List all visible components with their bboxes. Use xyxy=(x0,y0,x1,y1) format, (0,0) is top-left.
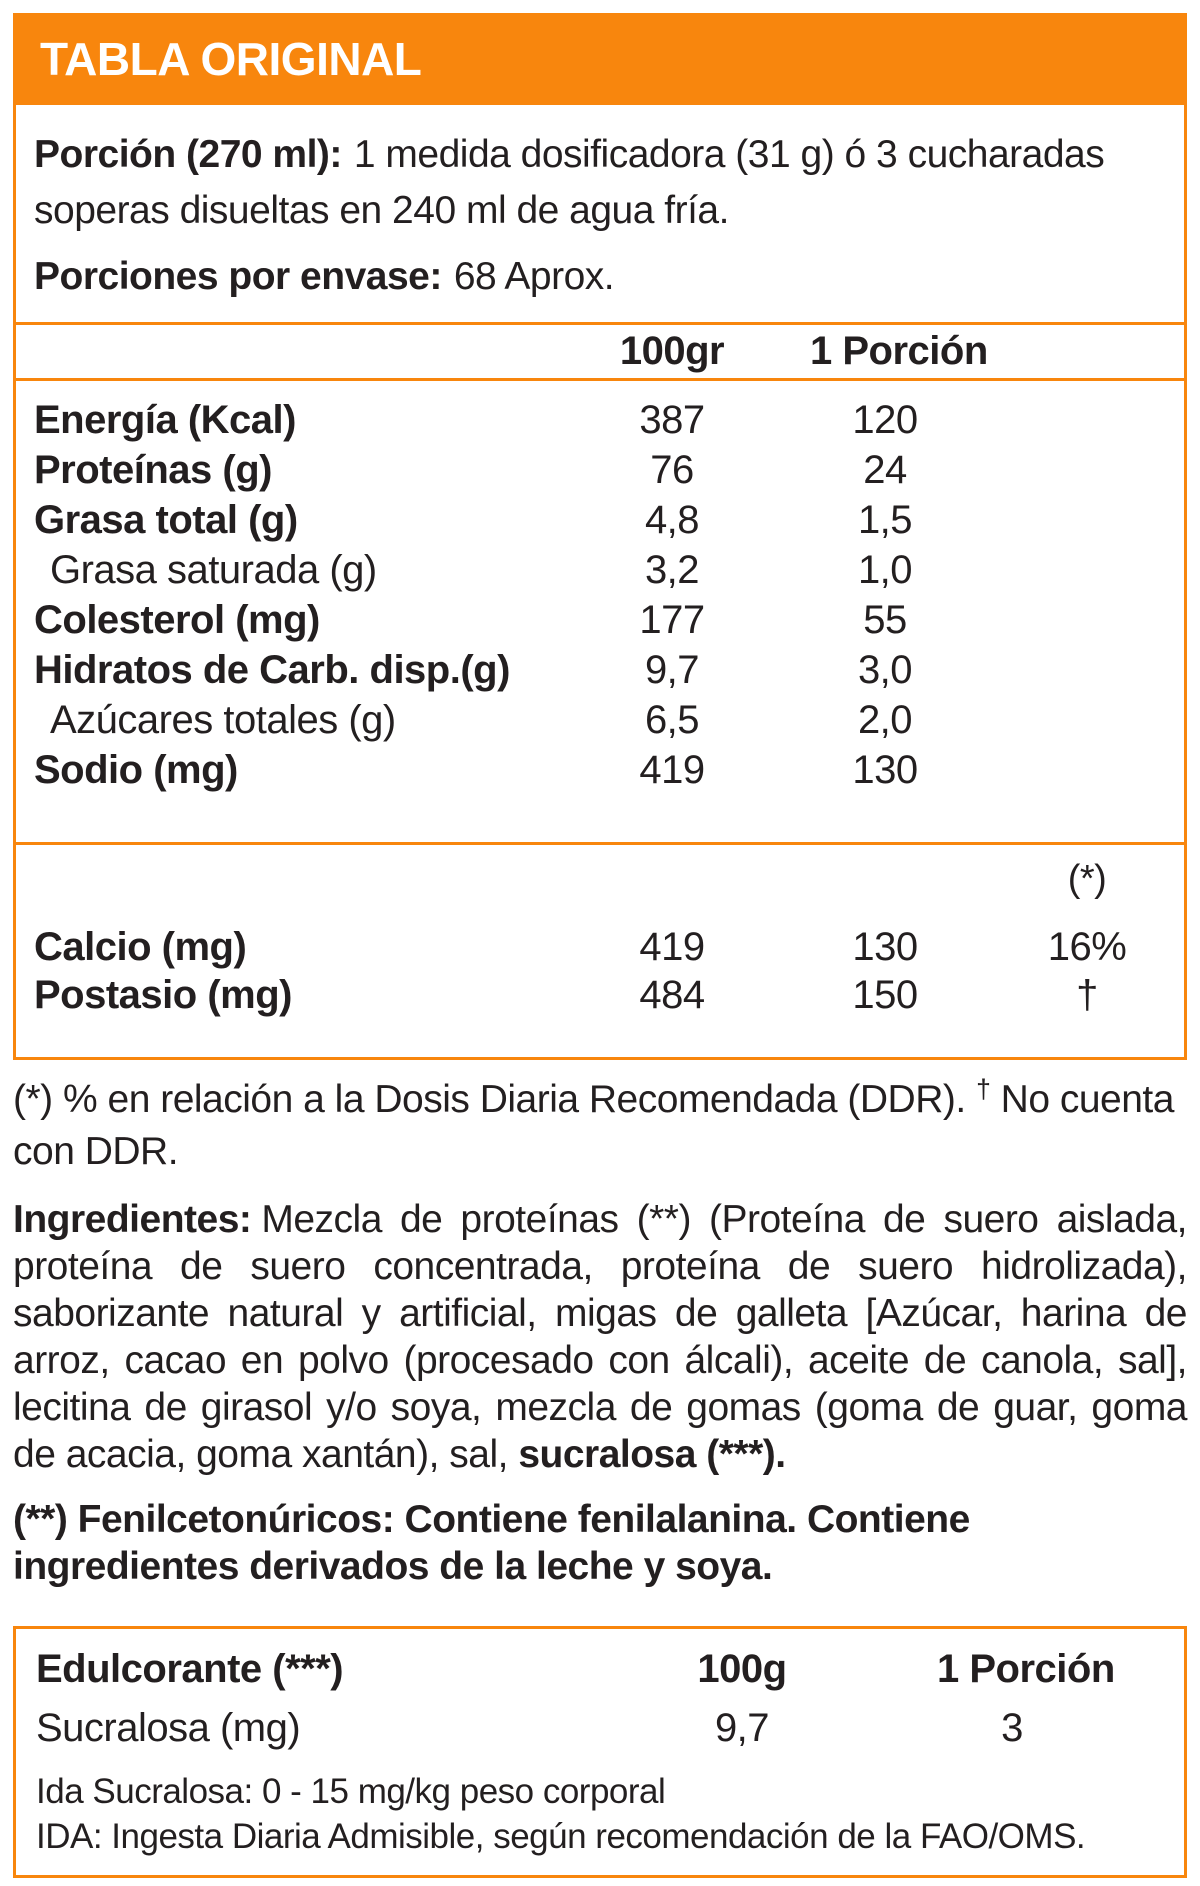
sweetener-col-100g: 100g xyxy=(697,1646,787,1691)
nutrition-box: Porción (270 ml): 1 medida dosificadora (… xyxy=(13,105,1187,1060)
minerals-section: (*) Calcio (mg) 419 130 16% Postasio (mg… xyxy=(16,842,1184,1057)
nutrient-row: Grasa saturada (g) 3,2 1,0 xyxy=(16,545,1184,595)
col-header-100g: 100gr xyxy=(619,329,725,373)
value-ddr: † xyxy=(1076,972,1098,1017)
servings-label: Porciones por envase: xyxy=(34,255,442,298)
phenylketonurics-note: (**) Fenilcetonúricos: Contiene fenilala… xyxy=(13,1498,970,1588)
nutrient-label: Energía (Kcal) xyxy=(34,397,296,442)
value-100g: 177 xyxy=(639,597,705,642)
ddr-header: (*) xyxy=(1067,857,1107,900)
value-portion: 2,0 xyxy=(857,697,913,742)
nutrient-row: Azúcares totales (g) 6,5 2,0 xyxy=(16,695,1184,745)
nutrient-label: Proteínas (g) xyxy=(34,447,272,492)
value-100g: 419 xyxy=(639,747,705,792)
value-portion: 3 xyxy=(1001,1705,1023,1750)
value-100g: 9,7 xyxy=(644,647,700,692)
nutrient-row: Proteínas (g) 76 24 xyxy=(16,445,1184,495)
nutrient-label: Hidratos de Carb. disp.(g) xyxy=(34,647,510,692)
col-header-portion: 1 Porción xyxy=(810,329,988,373)
nutrient-label: Azúcares totales (g) xyxy=(50,697,396,742)
sweetener-notes: Ida Sucralosa: 0 - 15 mg/kg peso corpora… xyxy=(16,1757,1184,1859)
portion-line: Porción (270 ml): 1 medida dosificadora (… xyxy=(34,127,1164,239)
value-portion: 1,5 xyxy=(857,497,913,542)
page-title: TABLA ORIGINAL xyxy=(40,33,422,85)
value-portion: 130 xyxy=(852,924,918,969)
servings-line: Porciones por envase: 68 Aprox. xyxy=(34,249,1164,305)
ingredients-paragraph: Ingredientes: Mezcla de proteínas (**) (P… xyxy=(13,1196,1188,1478)
nutrient-row: Hidratos de Carb. disp.(g) 9,7 3,0 xyxy=(16,645,1184,695)
sweetener-col-portion: 1 Porción xyxy=(937,1646,1115,1691)
mineral-row: Calcio (mg) 419 130 16% xyxy=(16,923,1184,971)
mineral-row: Postasio (mg) 484 150 † xyxy=(16,971,1184,1019)
nutrient-label: Grasa saturada (g) xyxy=(50,547,377,592)
nutrient-label: Grasa total (g) xyxy=(34,497,298,542)
nutrient-row: Grasa total (g) 4,8 1,5 xyxy=(16,495,1184,545)
column-header-row: 100gr 1 Porción xyxy=(16,322,1184,381)
value-100g: 4,8 xyxy=(644,497,700,542)
value-portion: 1,0 xyxy=(857,547,913,592)
nutrient-label: Sodio (mg) xyxy=(34,747,238,792)
ddr-footnote-suffix: No cuenta con DDR. xyxy=(13,1078,1174,1173)
ddr-footnote-text: (*) % en relación a la Dosis Diaria Reco… xyxy=(13,1078,966,1121)
value-100g: 484 xyxy=(639,972,705,1017)
value-100g: 387 xyxy=(639,397,705,442)
ddr-header-row: (*) xyxy=(16,857,1184,901)
value-100g: 76 xyxy=(650,447,694,492)
value-portion: 150 xyxy=(852,972,918,1017)
ingredients-bold-tail: sucralosa (***). xyxy=(518,1433,786,1476)
sweetener-box: Edulcorante (***) 100g 1 Porción Sucralo… xyxy=(13,1626,1187,1878)
sweetener-header-row: Edulcorante (***) 100g 1 Porción xyxy=(16,1643,1184,1695)
value-100g: 419 xyxy=(639,924,705,969)
value-portion: 3,0 xyxy=(857,647,913,692)
ingredients-body: Mezcla de proteínas (**) (Proteína de su… xyxy=(13,1198,1188,1476)
ddr-footnote: (*) % en relación a la Dosis Diaria Reco… xyxy=(13,1074,1187,1180)
serving-section: Porción (270 ml): 1 medida dosificadora (… xyxy=(16,105,1184,322)
value-portion: 55 xyxy=(863,597,907,642)
nutrient-label: Postasio (mg) xyxy=(34,972,292,1017)
nutrient-rows: Energía (Kcal) 387 120 Proteínas (g) 76 … xyxy=(16,381,1184,842)
value-portion: 24 xyxy=(863,447,907,492)
value-100g: 9,7 xyxy=(714,1705,770,1750)
title-bar: TABLA ORIGINAL xyxy=(13,13,1187,105)
portion-text: 1 medida dosificadora (31 g) ó 3 cuchara… xyxy=(34,133,1105,232)
sweetener-header-label: Edulcorante (***) xyxy=(36,1646,344,1691)
dagger-symbol: † xyxy=(976,1074,991,1104)
value-portion: 130 xyxy=(852,747,918,792)
sweetener-row: Sucralosa (mg) 9,7 3 xyxy=(16,1699,1184,1757)
nutrient-label: Colesterol (mg) xyxy=(34,597,320,642)
ingredients-label: Ingredientes: xyxy=(13,1198,252,1241)
ida-definition-note: IDA: Ingesta Diaria Admisible, según rec… xyxy=(36,1817,1086,1856)
sweetener-label: Sucralosa (mg) xyxy=(36,1705,301,1750)
value-100g: 6,5 xyxy=(644,697,700,742)
nutrient-row: Sodio (mg) 419 130 xyxy=(16,745,1184,795)
nutrient-label: Calcio (mg) xyxy=(34,924,247,969)
value-100g: 3,2 xyxy=(644,547,700,592)
value-ddr: 16% xyxy=(1047,924,1127,969)
nutrient-row: Energía (Kcal) 387 120 xyxy=(16,395,1184,445)
servings-value: 68 Aprox. xyxy=(453,255,615,298)
value-portion: 120 xyxy=(852,397,918,442)
portion-label: Porción (270 ml): xyxy=(34,133,342,176)
nutrient-row: Colesterol (mg) 177 55 xyxy=(16,595,1184,645)
ida-sucralosa-note: Ida Sucralosa: 0 - 15 mg/kg peso corpora… xyxy=(36,1772,666,1811)
